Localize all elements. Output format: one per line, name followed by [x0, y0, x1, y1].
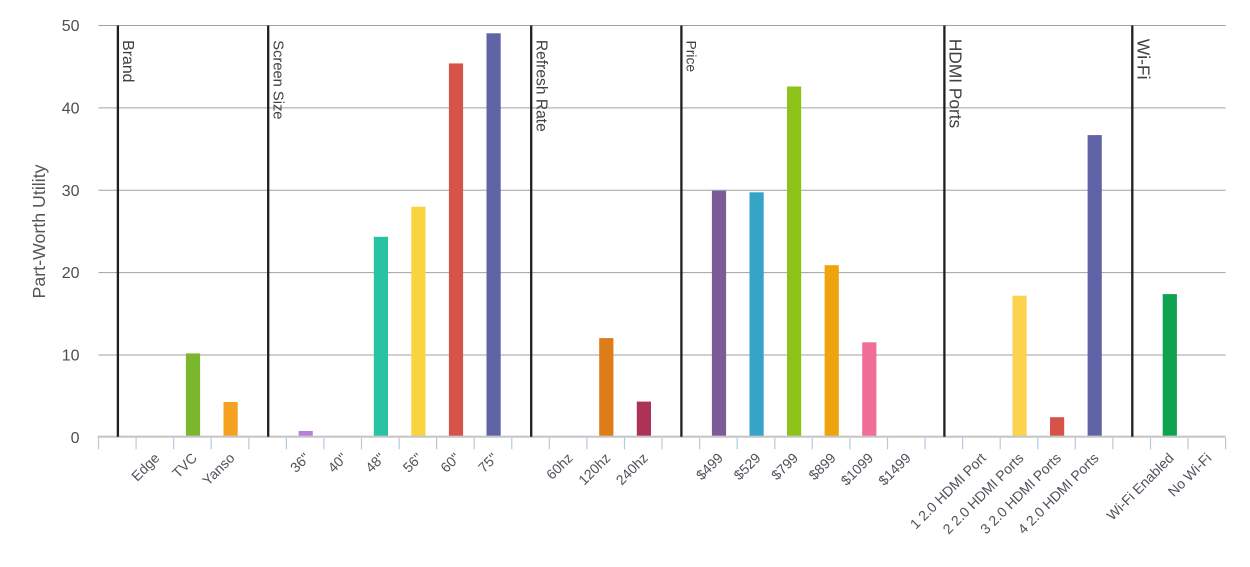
svg-text:50: 50: [62, 18, 80, 35]
svg-text:30: 30: [62, 183, 80, 200]
svg-text:Wi-Fi: Wi-Fi: [1134, 39, 1154, 80]
svg-text:Price: Price: [684, 41, 700, 73]
svg-text:20: 20: [62, 265, 80, 282]
svg-text:Screen Size: Screen Size: [269, 40, 285, 119]
svg-text:10: 10: [62, 348, 80, 365]
svg-text:Part-Worth Utility: Part-Worth Utility: [29, 164, 49, 298]
svg-text:HDMI Ports: HDMI Ports: [946, 39, 966, 129]
svg-text:0: 0: [71, 430, 80, 447]
svg-text:Refresh Rate: Refresh Rate: [532, 40, 549, 132]
svg-text:Brand: Brand: [119, 40, 136, 82]
svg-text:40: 40: [62, 101, 80, 118]
